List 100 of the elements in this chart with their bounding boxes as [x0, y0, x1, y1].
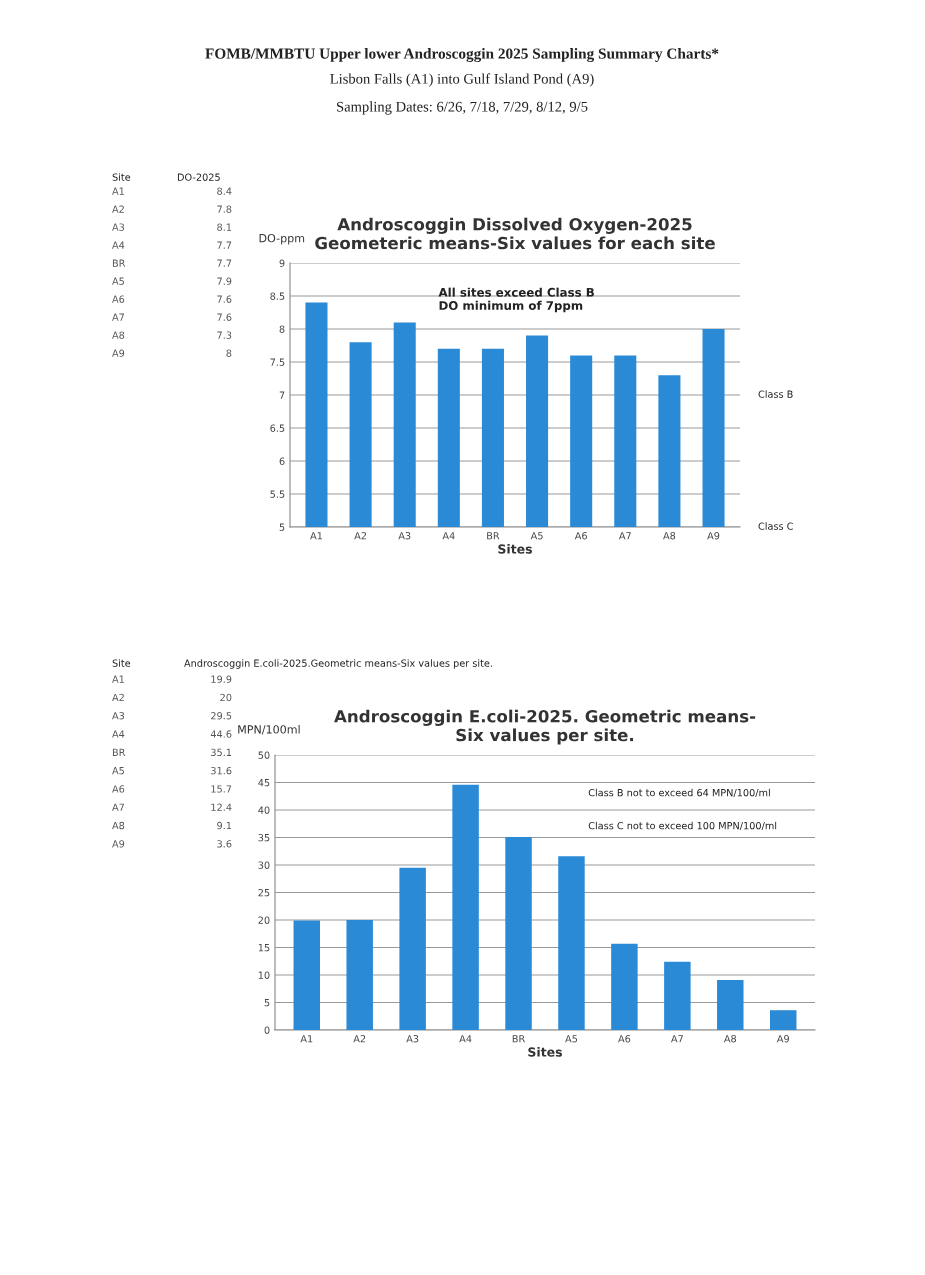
x-tick-label: A7	[671, 1035, 683, 1043]
bar	[717, 979, 744, 1030]
text: 15.7	[211, 785, 232, 793]
text: 7.6	[217, 295, 232, 303]
x-tick-label: A6	[574, 532, 587, 540]
bar	[611, 943, 638, 1030]
x-tick-label: A1	[310, 532, 322, 540]
x-tick-label: BR	[487, 532, 500, 540]
y-tick-label: 25	[258, 888, 270, 897]
y-tick-label: 7	[279, 391, 285, 399]
annotation: Class B not to exceed 64 MPN/100/ml	[588, 788, 770, 798]
x-tick-label: A5	[530, 532, 543, 540]
text: 8.1	[217, 223, 232, 231]
text: A7	[112, 803, 125, 811]
text: A4	[112, 241, 125, 249]
text: 31.6	[211, 766, 232, 775]
text: Site	[112, 659, 131, 667]
y-tick-label: 30	[258, 861, 270, 869]
y-tick-label: 0	[264, 1026, 270, 1034]
y-tick-label: 8	[279, 325, 285, 333]
text: Class B	[758, 390, 793, 398]
text: A4	[112, 730, 125, 738]
text: 7.7	[217, 259, 232, 267]
chart-title: Androscoggin E.coli-2025. Geometric means- Six values per site.	[334, 709, 756, 745]
chart-title: Androscoggin Dissolved Oxygen-2025 Geometeric means-Six values for each site	[315, 217, 715, 250]
text: 7.3	[217, 331, 232, 339]
y-axis-title: MPN/100ml	[238, 725, 300, 735]
x-tick-label: A3	[406, 1035, 419, 1043]
x-axis-title: Sites	[528, 1047, 562, 1057]
x-tick-label: A2	[353, 1035, 366, 1043]
text: A9	[112, 840, 125, 848]
y-tick-label: 15	[258, 944, 270, 952]
bar	[558, 856, 585, 1030]
text: 7.6	[217, 313, 232, 321]
x-axis-title: Sites	[498, 544, 532, 554]
text: A7	[112, 313, 125, 321]
text: 20	[220, 693, 232, 702]
x-tick-label: A3	[398, 532, 411, 540]
text: A2	[112, 205, 124, 213]
y-tick-label: 10	[258, 971, 270, 979]
text: Androscoggin E.coli-2025.Geometric means-Six values per site.	[184, 659, 492, 669]
x-tick-label: A1	[300, 1035, 313, 1043]
x-tick-label: A4	[459, 1035, 472, 1043]
bar	[293, 920, 320, 1030]
text: A8	[112, 331, 125, 339]
text: Site	[112, 173, 131, 181]
text: A6	[112, 295, 125, 303]
y-tick-label: 6.5	[270, 424, 285, 432]
bar	[399, 867, 426, 1030]
text: 7.7	[217, 241, 232, 249]
bar	[505, 836, 532, 1030]
text: A1	[112, 675, 124, 683]
text: 19.9	[211, 675, 232, 683]
y-tick-label: 45	[258, 779, 270, 787]
bar	[452, 784, 479, 1030]
text: 35.1	[211, 748, 232, 757]
bar	[346, 920, 373, 1030]
bar	[664, 961, 691, 1030]
y-tick-label: 50	[258, 751, 270, 759]
text: 44.6	[210, 730, 232, 738]
text: 8.4	[217, 187, 232, 195]
y-tick-label: 5	[264, 999, 270, 1007]
text: 29.5	[211, 712, 232, 720]
x-tick-label: A2	[354, 532, 367, 540]
text: A2	[112, 693, 124, 701]
text: BR	[112, 259, 126, 267]
x-tick-label: A9	[707, 532, 720, 540]
text: Sampling Dates: 6/26, 7/18, 7/29, 8/12, 9/5	[336, 101, 588, 115]
text: 9.1	[217, 821, 232, 830]
y-tick-label: 6	[279, 457, 285, 465]
text: 3.6	[217, 840, 232, 848]
y-tick-label: 20	[258, 916, 270, 924]
annotation: All sites exceed Class B DO minimum of 7ppm	[438, 287, 594, 313]
text: A3	[112, 223, 125, 231]
text: A3	[112, 712, 125, 720]
y-tick-label: 8.5	[270, 292, 285, 300]
y-tick-label: 5.5	[270, 490, 285, 498]
y-tick-label: 40	[258, 806, 270, 814]
text: 8	[226, 349, 232, 357]
text: A5	[112, 767, 124, 775]
x-tick-label: A5	[565, 1035, 578, 1043]
text: Lisbon Falls (A1) into Gulf Island Pond (A9)	[330, 73, 594, 87]
y-tick-label: 35	[258, 833, 270, 842]
y-tick-label: 9	[279, 259, 285, 267]
x-tick-label: A4	[442, 532, 455, 540]
bar	[770, 1010, 797, 1030]
text: 7.9	[217, 277, 232, 285]
text: A6	[112, 785, 125, 793]
text: 7.8	[217, 205, 232, 213]
x-tick-label: A8	[663, 532, 676, 540]
y-axis-title: DO-ppm	[259, 233, 305, 245]
text: A9	[112, 349, 125, 357]
text: FOMB/MMBTU Upper lower Androscoggin 2025 Sampling Summary Charts*	[205, 48, 719, 62]
text: BR	[112, 748, 126, 756]
text: A5	[112, 277, 124, 285]
annotation: Class C not to exceed 100 MPN/100/ml	[588, 821, 777, 831]
x-tick-label: A9	[776, 1035, 789, 1043]
x-tick-label: BR	[512, 1035, 525, 1043]
text: A8	[112, 821, 125, 830]
y-tick-label: 7.5	[270, 358, 285, 366]
